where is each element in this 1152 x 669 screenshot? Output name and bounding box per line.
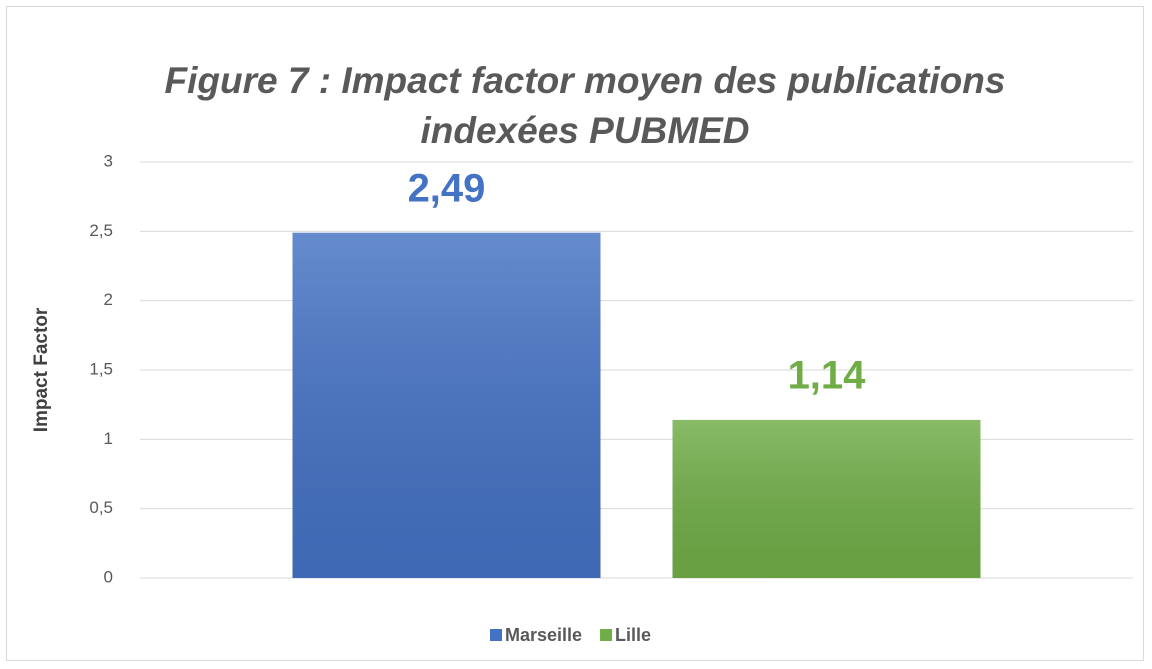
chart-title: Figure 7 : Impact factor moyen des publi… [164, 60, 1006, 151]
data-label: 1,14 [788, 353, 867, 397]
legend-label: Lille [615, 625, 651, 645]
chart-border [6, 6, 1144, 661]
data-label: 2,49 [408, 166, 486, 210]
y-axis-title: Impact Factor [31, 307, 52, 432]
y-tick-label: 3 [104, 151, 113, 170]
legend-label: Marseille [505, 625, 582, 645]
y-tick-label: 1 [104, 429, 113, 448]
y-tick-label: 2,5 [89, 221, 113, 240]
bar-shade [292, 232, 601, 578]
bar-shade [672, 419, 981, 578]
legend-swatch [490, 629, 502, 641]
legend-swatch [600, 629, 613, 641]
y-tick-label: 0 [104, 567, 113, 586]
y-tick-label: 2 [104, 290, 113, 309]
y-tick-label: 0,5 [89, 498, 113, 517]
y-tick-label: 1,5 [89, 359, 113, 378]
